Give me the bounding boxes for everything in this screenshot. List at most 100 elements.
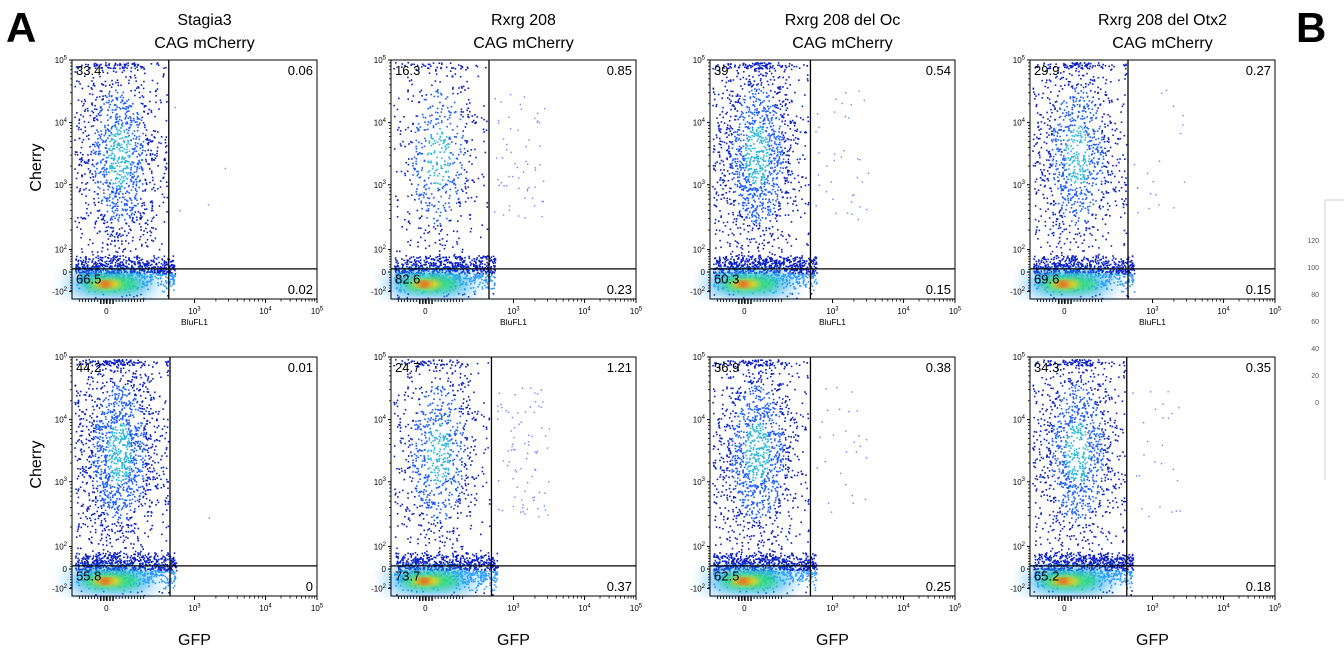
- cell-dot: [146, 161, 148, 163]
- cell-dot: [486, 259, 488, 261]
- cell-dot: [459, 264, 461, 266]
- cell-dot: [131, 120, 133, 122]
- x-tick-label: 0: [423, 307, 428, 316]
- cell-dot: [441, 158, 443, 160]
- cell-dot: [163, 284, 165, 286]
- cell-dot: [485, 152, 487, 154]
- cell-dot: [439, 173, 441, 175]
- cell-dot: [477, 257, 479, 259]
- cell-dot: [774, 91, 776, 93]
- cell-dot: [107, 124, 109, 126]
- cell-dot: [428, 270, 430, 272]
- cell-dot: [81, 194, 83, 196]
- cell-dot: [462, 262, 464, 264]
- cell-dot: [793, 188, 795, 190]
- cell-dot: [439, 266, 441, 268]
- cell-dot: [769, 172, 771, 174]
- cell-dot: [430, 183, 432, 185]
- cell-dot: [103, 189, 105, 191]
- cell-dot: [751, 86, 753, 88]
- cell-dot: [740, 140, 742, 142]
- cell-dot: [741, 189, 743, 191]
- cell-dot: [119, 166, 121, 168]
- cell-dot: [768, 133, 770, 135]
- cell-dot: [447, 180, 449, 182]
- cell-dot: [408, 164, 410, 166]
- cell-dot: [476, 259, 478, 261]
- cell-dot: [749, 91, 751, 93]
- cell-dot: [105, 231, 107, 233]
- cell-dot: [807, 244, 809, 246]
- cell-dot: [434, 223, 436, 225]
- cell-dot: [157, 188, 159, 190]
- cell-dot: [93, 166, 95, 168]
- cell-dot: [112, 207, 114, 209]
- cell-dot: [733, 173, 735, 175]
- cell-dot: [412, 123, 414, 125]
- cell-dot: [741, 185, 743, 187]
- cell-dot: [122, 122, 124, 124]
- cell-dot: [96, 265, 98, 267]
- cell-dot: [155, 95, 157, 97]
- cell-dot: [124, 131, 126, 133]
- cell-dot: [86, 265, 88, 267]
- cell-dot: [733, 214, 735, 216]
- cell-dot: [471, 228, 473, 230]
- cell-dot: [447, 165, 449, 167]
- cell-dot: [94, 144, 96, 146]
- cell-dot: [494, 266, 496, 268]
- cell-dot: [457, 133, 459, 135]
- cell-dot: [783, 135, 785, 137]
- cell-dot: [716, 161, 718, 163]
- cell-dot: [779, 100, 781, 102]
- cell-dot: [109, 150, 111, 152]
- cell-dot: [97, 265, 99, 267]
- cell-dot: [420, 228, 422, 230]
- cell-dot: [759, 228, 761, 230]
- cell-dot: [432, 166, 434, 168]
- cell-dot: [424, 122, 426, 124]
- cell-dot: [111, 262, 113, 264]
- cell-dot: [109, 194, 111, 196]
- cell-dot: [730, 109, 732, 111]
- cell-dot: [90, 115, 92, 117]
- cell-dot: [121, 144, 123, 146]
- cell-dot: [119, 174, 121, 176]
- cell-dot: [458, 87, 460, 89]
- cell-dot: [138, 163, 140, 165]
- cell-dot: [421, 90, 423, 92]
- cell-dot: [145, 242, 147, 244]
- cell-dot: [148, 113, 150, 115]
- cell-dot: [423, 233, 425, 235]
- cell-dot: [110, 67, 112, 69]
- cell-dot: [729, 245, 731, 247]
- cell-dot: [444, 209, 446, 211]
- cell-dot: [89, 172, 91, 174]
- cell-dot: [116, 214, 118, 216]
- cell-dot: [487, 255, 489, 257]
- cell-dot: [102, 247, 104, 249]
- cell-dot: [81, 157, 83, 159]
- cell-dot: [425, 264, 427, 266]
- cell-dot: [443, 143, 445, 145]
- cell-dot: [164, 260, 166, 262]
- cell-dot: [743, 164, 745, 166]
- cell-dot: [468, 296, 470, 298]
- cell-dot: [774, 211, 776, 213]
- cell-dot: [150, 265, 152, 267]
- cell-dot: [144, 190, 146, 192]
- cell-dot: [473, 287, 475, 289]
- cell-dot: [140, 198, 142, 200]
- cell-dot: [432, 143, 434, 145]
- cell-dot: [745, 158, 747, 160]
- cell-dot: [120, 127, 122, 129]
- cell-dot: [466, 171, 468, 173]
- cell-dot: [153, 227, 155, 229]
- cell-dot: [127, 107, 129, 109]
- cell-dot: [116, 177, 118, 179]
- cell-dot: [441, 63, 443, 65]
- cell-dot: [788, 66, 790, 68]
- cell-dot: [437, 175, 439, 177]
- cell-dot: [400, 133, 402, 135]
- cell-dot: [108, 155, 110, 157]
